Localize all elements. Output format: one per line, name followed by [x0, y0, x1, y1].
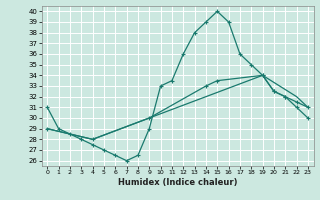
X-axis label: Humidex (Indice chaleur): Humidex (Indice chaleur): [118, 178, 237, 187]
